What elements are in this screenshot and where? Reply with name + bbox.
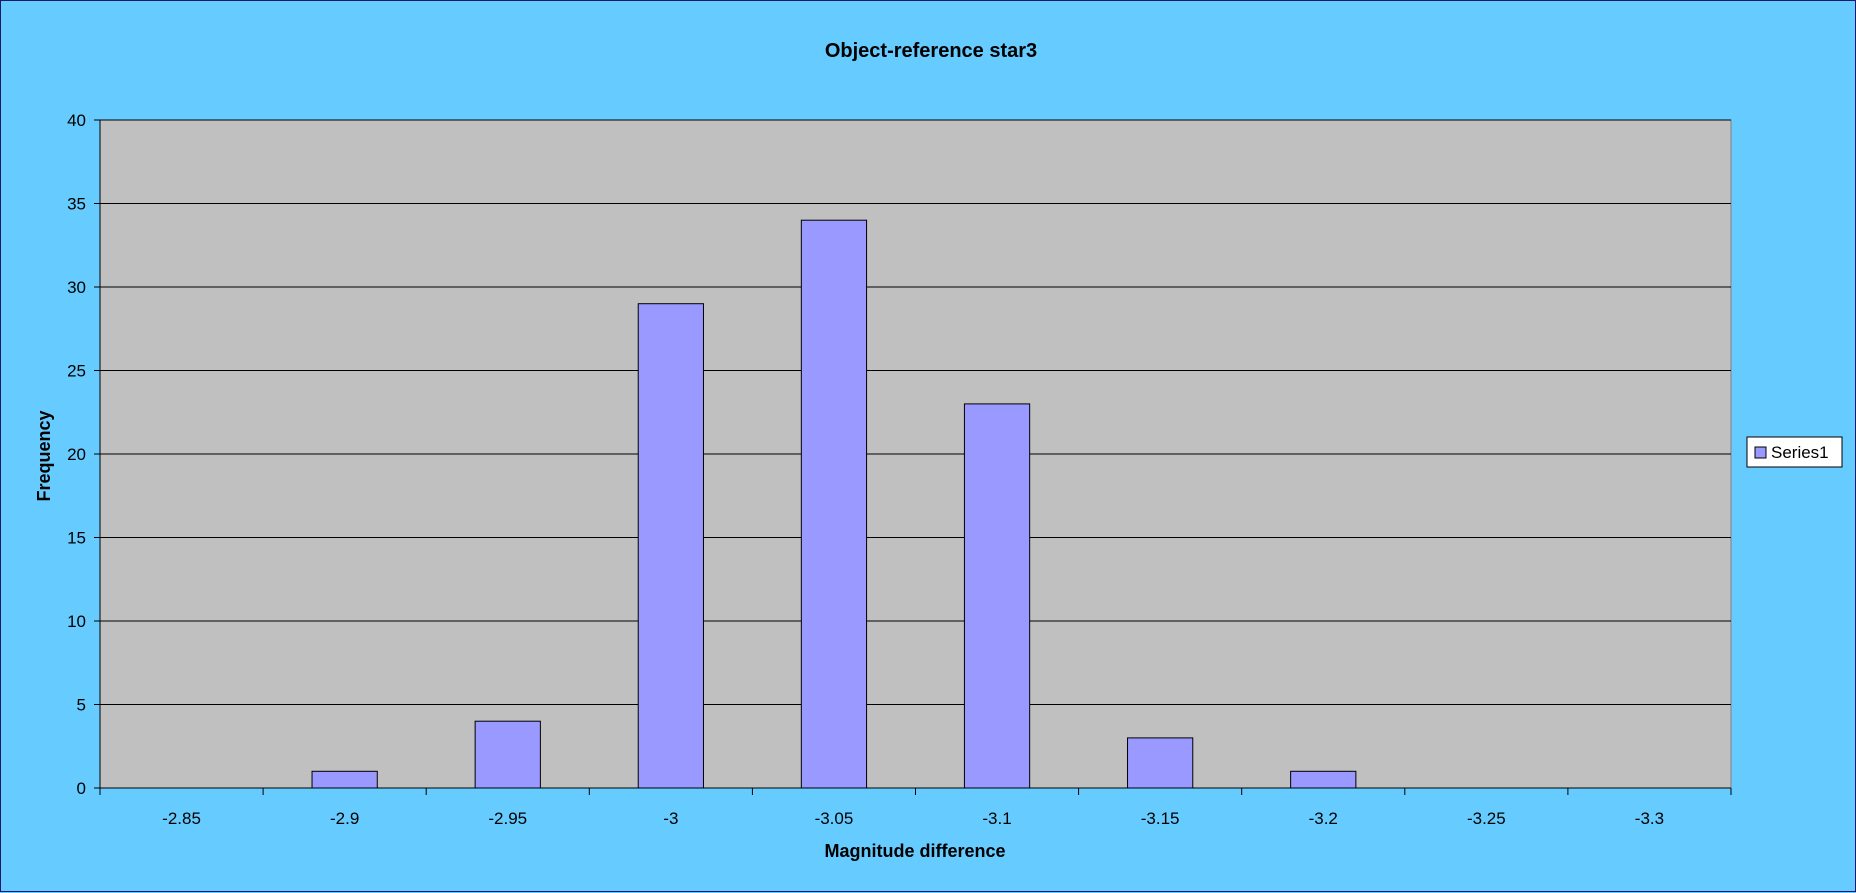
x-tick-label: -3 [663, 809, 678, 828]
x-tick-label: -3.1 [982, 809, 1011, 828]
bar [800, 219, 868, 789]
x-tick-label: -3.05 [815, 809, 854, 828]
y-tick-labels: 0 5 10 15 20 25 30 35 40 [67, 111, 86, 798]
y-tick-label: 40 [67, 111, 86, 130]
axes [94, 119, 1732, 795]
x-tick-label: -2.85 [162, 809, 201, 828]
legend: Series1 [1746, 436, 1843, 468]
legend-label: Series1 [1771, 443, 1829, 462]
y-tick-label: 35 [67, 195, 86, 214]
x-axis-title: Magnitude difference [824, 841, 1005, 861]
y-tick-label: 5 [77, 696, 86, 715]
x-tick-label: -3.25 [1467, 809, 1506, 828]
x-tick-label: -3.3 [1635, 809, 1664, 828]
y-axis-title: Frequency [34, 410, 54, 501]
bar [311, 770, 378, 789]
x-tick-labels: -2.85 -2.9 -2.95 -3 -3.05 -3.1 -3.15 -3.2 -3.25 -… [162, 809, 1664, 828]
legend-swatch [1754, 446, 1767, 459]
x-tick-label: -3.2 [1309, 809, 1338, 828]
y-tick-label: 15 [67, 529, 86, 548]
y-tick-label: 0 [77, 779, 86, 798]
x-tick-label: -2.95 [488, 809, 527, 828]
x-tick-label: -2.9 [330, 809, 359, 828]
y-tick-label: 30 [67, 278, 86, 297]
y-tick-label: 20 [67, 445, 86, 464]
x-tick-label: -3.15 [1141, 809, 1180, 828]
bars [311, 219, 1357, 789]
bar [963, 403, 1031, 789]
y-tick-label: 25 [67, 362, 86, 381]
bar [1290, 770, 1357, 789]
gridlines [100, 119, 1731, 705]
chart-title: Object-reference star3 [825, 40, 1037, 62]
bar [1127, 737, 1194, 789]
y-tick-label: 10 [67, 612, 86, 631]
bar [474, 720, 541, 789]
bar [637, 303, 704, 789]
